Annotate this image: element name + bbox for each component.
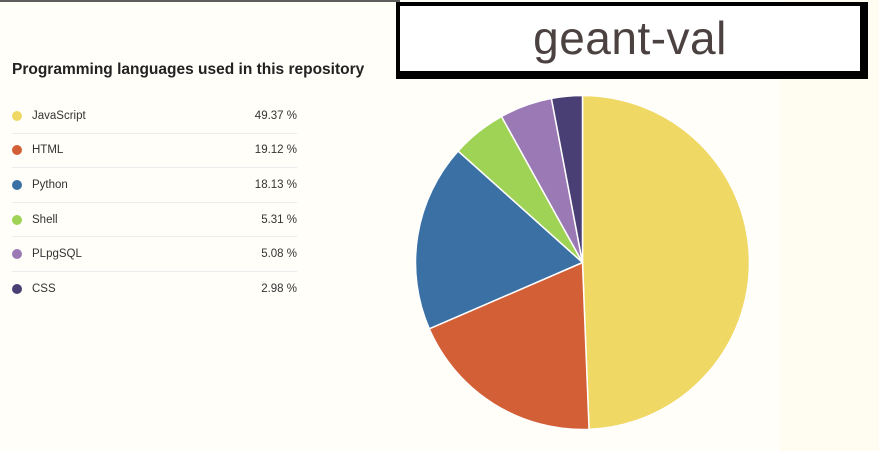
legend-label-shell: Shell <box>32 213 58 226</box>
legend-item-html: HTML 19.12 % <box>12 134 297 169</box>
overlay-label: geant-val <box>533 11 727 64</box>
legend-dot-plpgsql <box>12 249 22 260</box>
legend-dot-html <box>12 145 22 156</box>
pie-slice-python <box>414 150 584 330</box>
legend-value-python: 18.13 % <box>254 178 297 191</box>
legend-value-html: 19.12 % <box>254 144 297 157</box>
pie-slice-html <box>428 261 590 431</box>
pie-slice-css <box>550 94 584 264</box>
overlay-label-box: geant-val <box>396 2 868 79</box>
legend-item-plpgsql: PLpgSQL 5.08 % <box>12 237 297 272</box>
legend-item-css: CSS 2.98 % <box>12 272 297 307</box>
legend-label-css: CSS <box>32 283 56 296</box>
legend-dot-css <box>12 284 22 295</box>
legend-dot-python <box>12 179 22 190</box>
top-divider <box>0 0 400 2</box>
legend-value-plpgsql: 5.08 % <box>261 248 297 261</box>
legend-dot-shell <box>12 214 22 225</box>
legend-value-javascript: 49.37 % <box>254 109 297 122</box>
chart-heading: Programming languages used in this repos… <box>12 61 365 78</box>
legend-value-shell: 5.31 % <box>261 213 297 226</box>
legend-value-css: 2.98 % <box>261 283 297 296</box>
legend-item-javascript: JavaScript 49.37 % <box>12 99 297 134</box>
legend-item-shell: Shell 5.31 % <box>12 203 297 238</box>
pie-slice-javascript <box>581 94 751 431</box>
legend-label-javascript: JavaScript <box>32 109 86 122</box>
legend-label-python: Python <box>32 178 68 191</box>
legend-item-python: Python 18.13 % <box>12 168 297 203</box>
language-pie-chart <box>414 94 751 431</box>
legend-dot-javascript <box>12 110 22 121</box>
legend-label-plpgsql: PLpgSQL <box>32 248 82 261</box>
language-legend: JavaScript 49.37 % HTML 19.12 % Python 1… <box>12 99 297 307</box>
legend-label-html: HTML <box>32 144 64 157</box>
